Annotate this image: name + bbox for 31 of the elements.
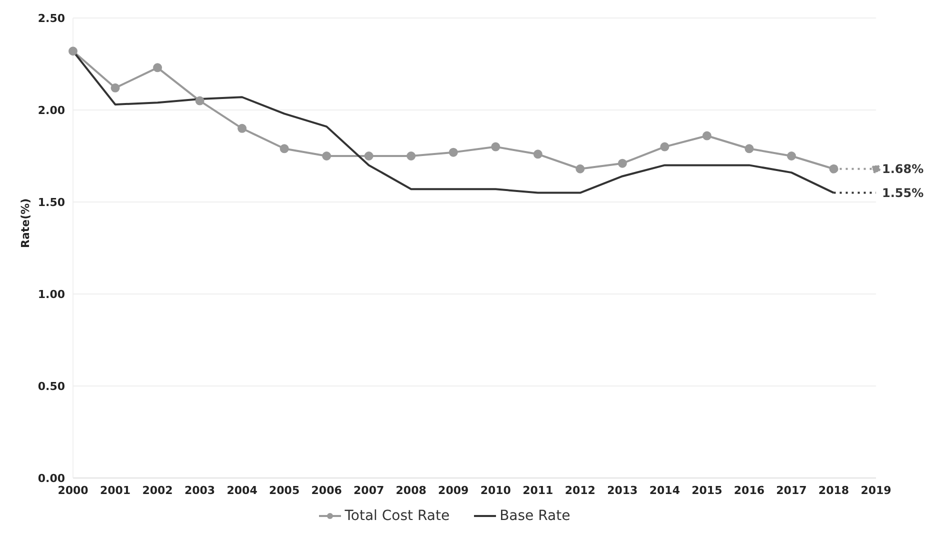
x-tick-label: 2011 xyxy=(522,484,554,497)
x-tick-label: 2000 xyxy=(58,484,89,497)
x-tick-label: 2019 xyxy=(860,484,892,497)
y-tick-label: 0.50 xyxy=(38,380,66,393)
y-axis-title: Rate(%) xyxy=(18,198,32,248)
x-tick-label: 2017 xyxy=(776,484,807,497)
x-tick-label: 2007 xyxy=(354,484,384,497)
y-tick-label: 1.50 xyxy=(38,196,66,209)
x-tick-label: 2008 xyxy=(396,484,426,497)
x-tick-label: 2016 xyxy=(734,484,765,497)
x-tick-label: 2002 xyxy=(142,484,173,497)
annotation: 1.55% xyxy=(882,186,924,200)
x-tick-label: 2004 xyxy=(226,484,258,497)
y-tick-label: 2.50 xyxy=(38,12,66,25)
y-tick-label: 0.00 xyxy=(38,472,66,485)
x-tick-label: 2010 xyxy=(480,484,512,497)
x-tick-label: 2001 xyxy=(100,484,131,497)
y-tick-label: 2.00 xyxy=(38,104,66,117)
y-tick-label: 1.00 xyxy=(38,288,66,301)
legend-label: Total Cost Rate xyxy=(344,508,450,524)
annotation: 1.68% xyxy=(882,162,924,176)
x-tick-label: 2013 xyxy=(607,484,638,497)
x-tick-label: 2006 xyxy=(311,484,342,497)
legend-label: Base Rate xyxy=(498,508,570,524)
x-tick-label: 2018 xyxy=(818,484,850,497)
x-tick-label: 2005 xyxy=(269,484,300,497)
x-tick-label: 2009 xyxy=(438,484,469,497)
x-tick-label: 2014 xyxy=(649,484,680,497)
x-tick-label: 2015 xyxy=(692,484,722,497)
x-tick-label: 2003 xyxy=(184,484,216,497)
x-tick-label: 2012 xyxy=(564,484,596,497)
